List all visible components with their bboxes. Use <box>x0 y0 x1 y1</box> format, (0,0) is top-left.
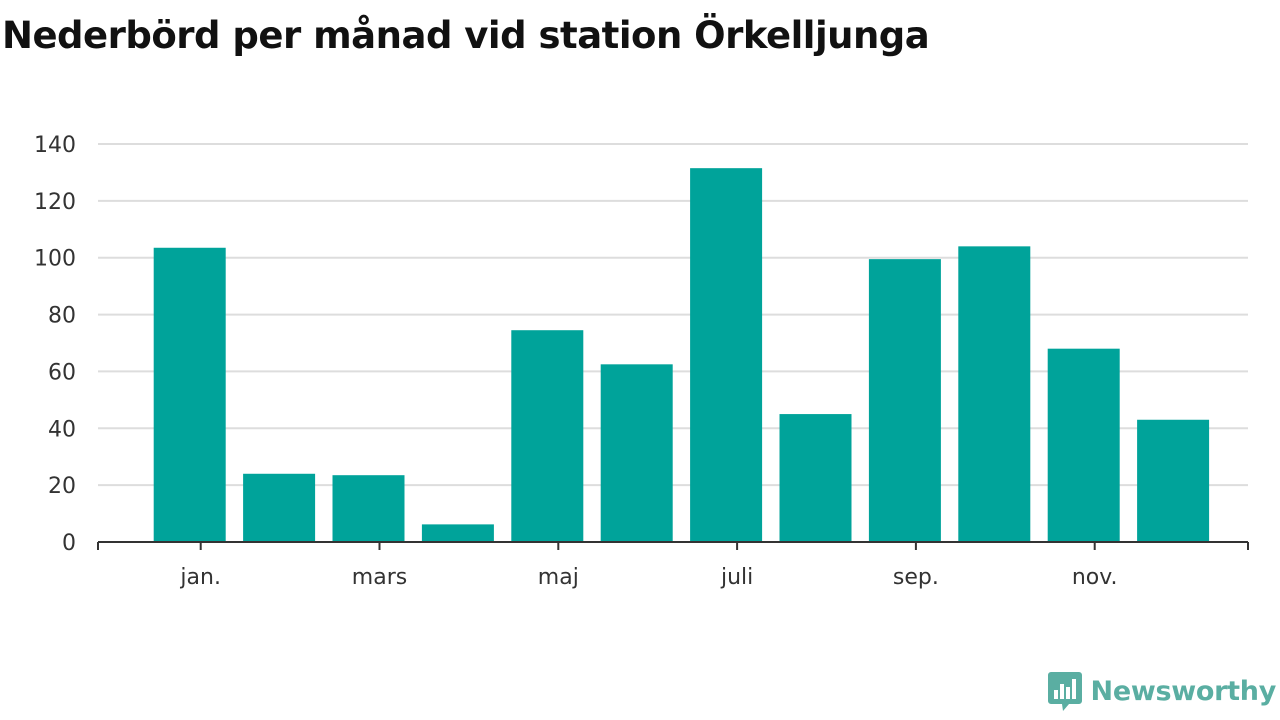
y-tick-label-100: 100 <box>34 247 76 272</box>
bar-dec <box>1137 419 1210 542</box>
bar-maj <box>511 330 584 542</box>
y-tick-label-120: 120 <box>34 190 76 215</box>
bar-okt <box>958 246 1031 543</box>
y-tick-label-0: 0 <box>62 531 76 556</box>
bar-aug <box>779 414 852 542</box>
bar-apr <box>421 524 494 542</box>
y-tick-label-80: 80 <box>48 304 76 329</box>
y-tick-label-60: 60 <box>48 360 76 385</box>
bar-mars <box>332 475 405 542</box>
bar-juni <box>600 364 673 542</box>
bars <box>153 168 1210 543</box>
bar-jan <box>153 247 226 542</box>
x-tick-label-nov: nov. <box>1072 565 1118 590</box>
axes <box>97 541 1249 550</box>
brand-logo: Newsworthy <box>1047 670 1276 712</box>
x-tick-label-mars: mars <box>352 565 407 590</box>
x-tick-label-jan: jan. <box>179 565 221 590</box>
bar-sep <box>868 259 941 542</box>
brand-name: Newsworthy <box>1090 675 1277 707</box>
chart-title: Nederbörd per månad vid station Örkellju… <box>2 14 930 57</box>
bar-chart-bubble-icon <box>1047 672 1082 711</box>
bar-nov <box>1047 348 1120 542</box>
bar-feb <box>243 473 316 542</box>
y-tick-label-140: 140 <box>34 133 76 158</box>
tick-labels: 0 20 40 60 80 100 120 140 jan. mars maj juli sep. nov… <box>34 133 1118 590</box>
x-tick-label-juli: juli <box>720 565 753 590</box>
x-tick-label-maj: maj <box>538 565 579 590</box>
y-tick-label-40: 40 <box>48 417 76 442</box>
y-tick-label-20: 20 <box>48 474 76 499</box>
bar-juli <box>690 168 763 542</box>
x-tick-label-sep: sep. <box>893 565 939 590</box>
